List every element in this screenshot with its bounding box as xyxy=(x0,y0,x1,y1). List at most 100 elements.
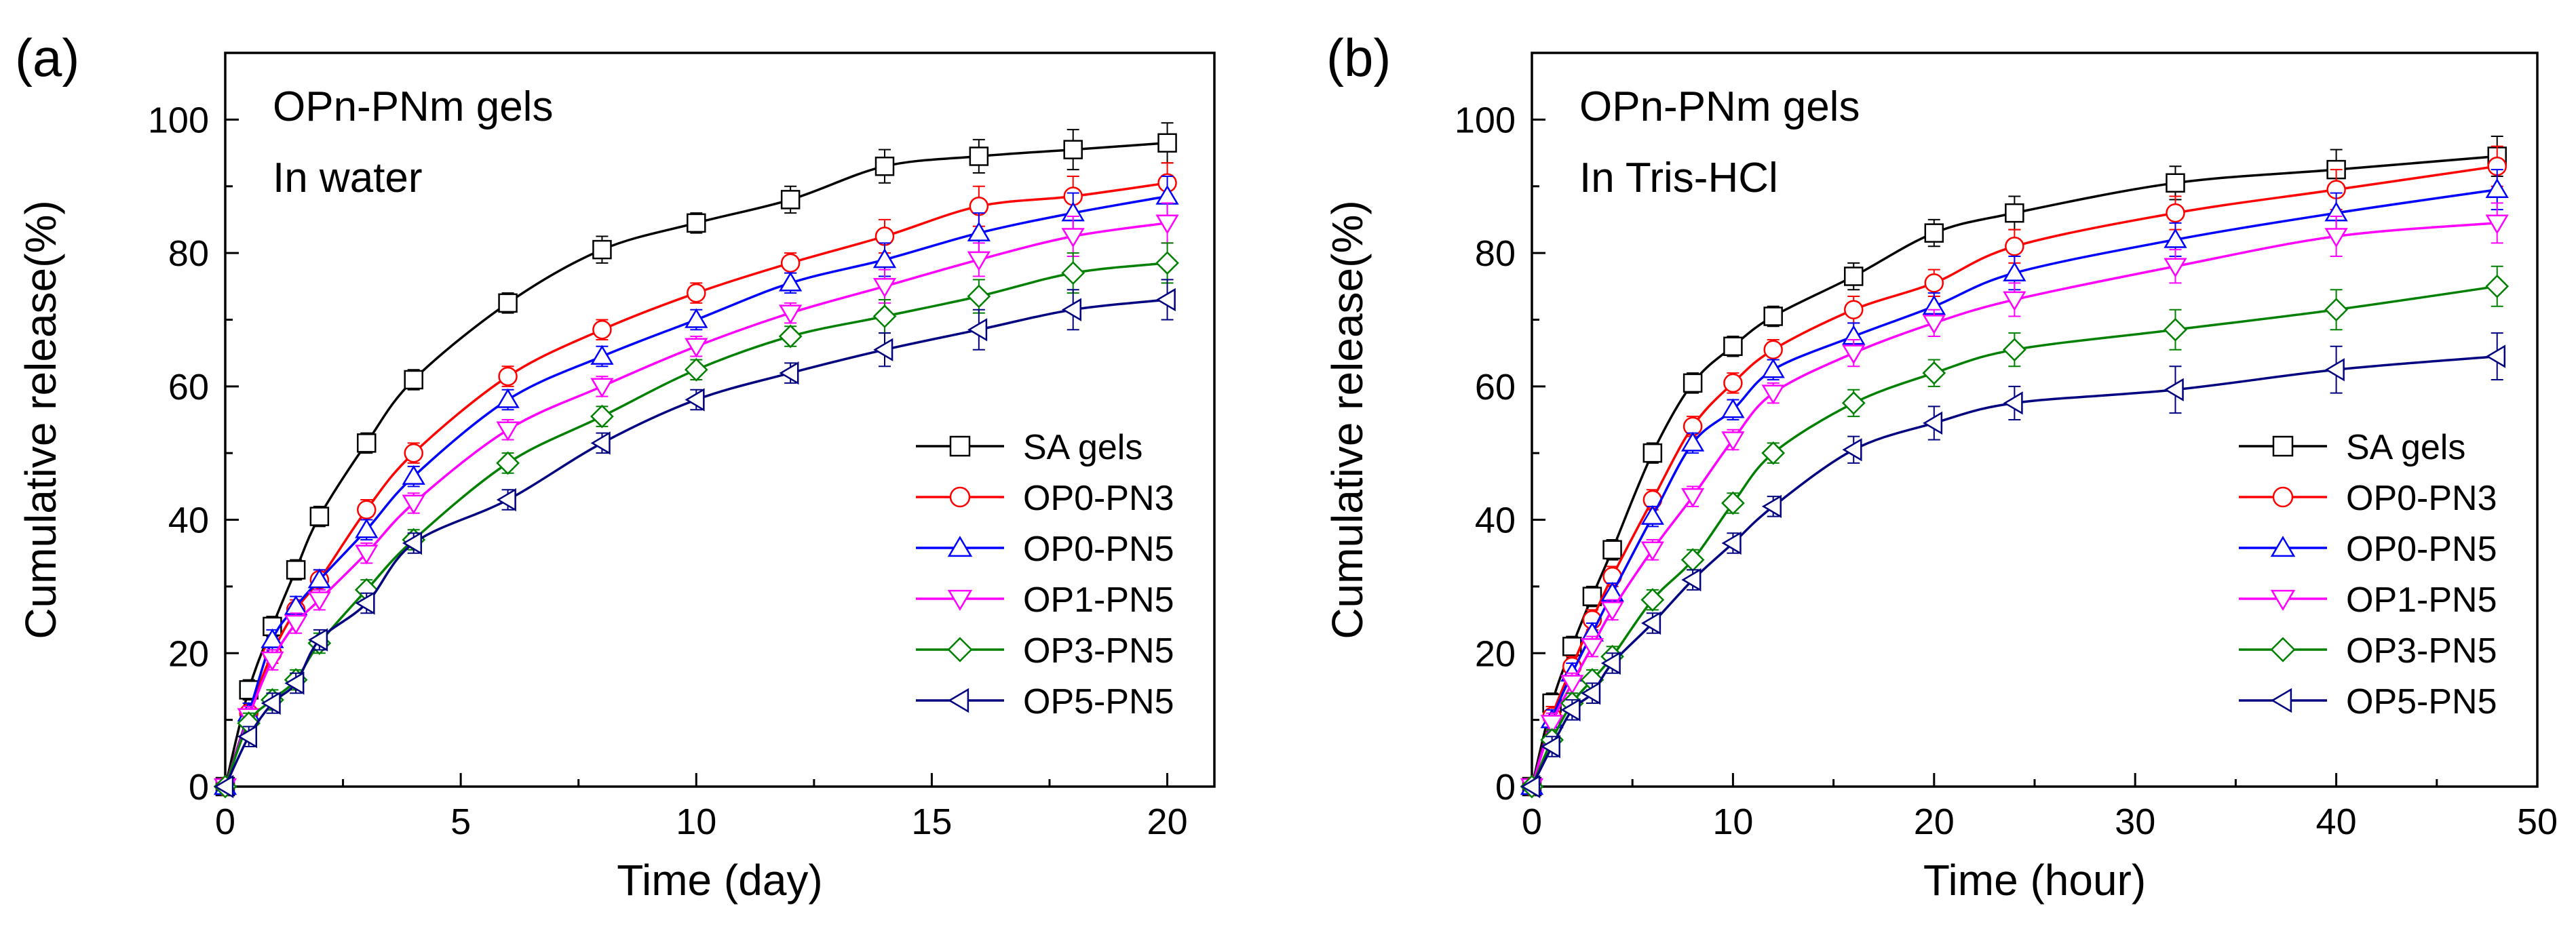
data-point xyxy=(1723,336,1743,357)
data-point xyxy=(1843,300,1864,319)
data-point xyxy=(261,691,281,715)
legend-label: SA gels xyxy=(1023,428,1142,467)
data-point xyxy=(1640,504,1664,525)
data-point xyxy=(1155,288,1176,312)
data-point xyxy=(1721,431,1745,452)
data-point xyxy=(1582,587,1602,606)
data-point xyxy=(1560,698,1581,722)
series-line xyxy=(224,222,1168,787)
legend-label: SA gels xyxy=(2346,428,2465,467)
data-point xyxy=(2005,237,2024,256)
data-point xyxy=(779,361,799,385)
data-point xyxy=(2485,178,2509,198)
data-point xyxy=(355,545,379,565)
data-point xyxy=(967,251,991,271)
data-point xyxy=(2485,274,2510,298)
data-point xyxy=(2005,203,2024,223)
data-point xyxy=(1723,373,1743,393)
y-tick-label: 20 xyxy=(1475,633,1516,674)
panel-label: (b) xyxy=(1326,28,1391,87)
y-tick-label: 60 xyxy=(1475,367,1516,408)
legend-marker xyxy=(2270,536,2296,557)
data-point xyxy=(592,319,612,340)
y-axis-title: Cumulative release(%) xyxy=(1323,200,1372,639)
data-point xyxy=(590,404,614,429)
data-point xyxy=(969,146,989,166)
data-point xyxy=(1540,734,1560,759)
legend-marker xyxy=(949,435,971,457)
data-point xyxy=(284,671,305,695)
data-point xyxy=(2324,298,2348,322)
data-point xyxy=(2485,344,2506,368)
data-point xyxy=(357,433,377,453)
legend-marker xyxy=(949,486,971,508)
data-point xyxy=(778,324,803,349)
data-point xyxy=(590,378,614,398)
data-point xyxy=(1763,340,1783,359)
y-tick-label: 80 xyxy=(1475,233,1516,274)
data-point xyxy=(402,531,423,555)
data-point xyxy=(1600,601,1624,622)
data-point xyxy=(1763,306,1783,326)
data-point xyxy=(967,221,991,241)
data-point xyxy=(402,494,425,515)
data-point xyxy=(592,239,612,260)
data-point xyxy=(2002,338,2026,362)
data-point xyxy=(307,568,331,589)
data-point xyxy=(685,338,708,358)
data-point xyxy=(402,464,425,485)
x-tick-label: 50 xyxy=(2517,801,2558,842)
x-tick-label: 10 xyxy=(1712,801,1753,842)
series-line xyxy=(224,195,1168,787)
data-point xyxy=(237,725,258,749)
data-point xyxy=(685,388,705,412)
data-point xyxy=(1761,358,1785,378)
data-point xyxy=(1155,214,1179,235)
data-point xyxy=(1721,531,1742,555)
data-point xyxy=(872,277,897,298)
data-point xyxy=(2485,214,2509,235)
data-point xyxy=(404,443,423,463)
data-point xyxy=(496,421,520,441)
data-point xyxy=(590,431,611,455)
data-point xyxy=(872,248,897,269)
data-point xyxy=(2164,228,2187,248)
data-point xyxy=(1642,443,1663,463)
data-point xyxy=(1157,133,1177,153)
data-point xyxy=(1683,373,1703,393)
data-point xyxy=(872,304,897,328)
data-point xyxy=(1842,438,1862,462)
data-point xyxy=(1600,651,1621,675)
data-point xyxy=(873,338,893,361)
data-point xyxy=(2164,317,2187,342)
data-point xyxy=(1540,715,1564,735)
series-group xyxy=(215,122,1177,797)
chart-panel-a: (a) OPn-PNm gels In water 0 5 10 15 20 0 20 40 60 80… xyxy=(15,28,1216,905)
legend-marker xyxy=(2270,589,2296,611)
legend-marker xyxy=(948,688,969,713)
y-tick-label: 100 xyxy=(1455,100,1516,140)
data-point xyxy=(2164,258,2187,278)
y-axis-title: Cumulative release(%) xyxy=(16,200,65,639)
data-point xyxy=(261,628,284,648)
legend-label: OP1-PN5 xyxy=(2346,580,2497,620)
data-point xyxy=(1721,398,1745,418)
x-tick-label: 10 xyxy=(676,801,716,842)
y-tick-label: 40 xyxy=(1475,500,1516,541)
data-point xyxy=(2003,261,2026,281)
annotation-text: In Tris-HCl xyxy=(1579,155,1778,201)
data-point xyxy=(1843,266,1864,286)
data-point xyxy=(967,284,991,309)
data-point xyxy=(780,190,801,210)
x-tick-label: 5 xyxy=(450,801,471,842)
data-point xyxy=(1640,541,1664,561)
data-point xyxy=(261,651,284,671)
data-point xyxy=(967,318,988,342)
data-point xyxy=(357,500,377,520)
legend-label: OP0-PN5 xyxy=(1023,530,1174,569)
data-point xyxy=(2324,228,2348,248)
x-tick-label: 20 xyxy=(1914,801,1955,842)
data-point xyxy=(1560,675,1584,695)
legend-marker xyxy=(2270,637,2296,662)
data-point xyxy=(2166,173,2185,193)
